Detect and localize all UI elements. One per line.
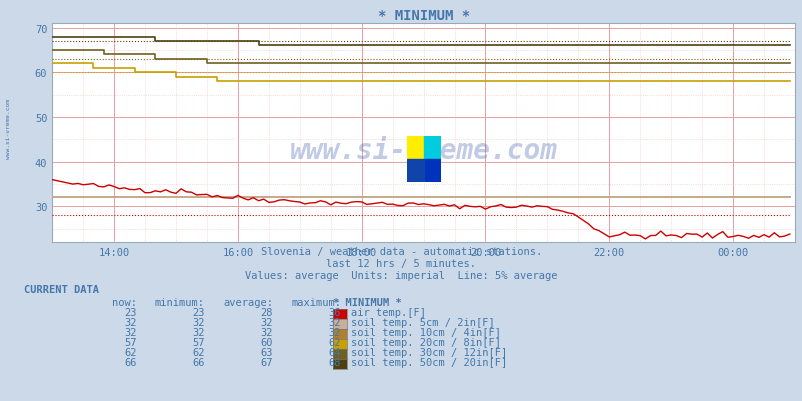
Text: CURRENT DATA: CURRENT DATA	[24, 285, 99, 295]
Text: now:: now:	[111, 297, 136, 307]
Text: 67: 67	[260, 357, 273, 367]
Text: soil temp. 5cm / 2in[F]: soil temp. 5cm / 2in[F]	[350, 317, 494, 327]
Text: 32: 32	[124, 317, 136, 327]
Text: 63: 63	[260, 347, 273, 357]
Text: * MINIMUM *: * MINIMUM *	[333, 297, 402, 307]
Text: 32: 32	[328, 327, 341, 337]
Text: 36: 36	[328, 307, 341, 317]
Bar	[423, 159, 440, 182]
Text: 64: 64	[328, 347, 341, 357]
Bar	[407, 136, 423, 159]
Text: soil temp. 20cm / 8in[F]: soil temp. 20cm / 8in[F]	[350, 337, 500, 347]
Text: 28: 28	[260, 307, 273, 317]
Text: Values: average  Units: imperial  Line: 5% average: Values: average Units: imperial Line: 5%…	[245, 271, 557, 281]
Text: air temp.[F]: air temp.[F]	[350, 307, 425, 317]
Text: Slovenia / weather data - automatic stations.: Slovenia / weather data - automatic stat…	[261, 247, 541, 257]
Text: 32: 32	[192, 317, 205, 327]
Text: maximum:: maximum:	[291, 297, 341, 307]
Text: minimum:: minimum:	[155, 297, 205, 307]
Text: www.si-vreme.com: www.si-vreme.com	[290, 137, 557, 165]
Text: 32: 32	[260, 327, 273, 337]
Text: soil temp. 30cm / 12in[F]: soil temp. 30cm / 12in[F]	[350, 347, 507, 357]
Text: 32: 32	[260, 317, 273, 327]
Text: 57: 57	[124, 337, 136, 347]
Text: 23: 23	[124, 307, 136, 317]
Text: last 12 hrs / 5 minutes.: last 12 hrs / 5 minutes.	[326, 259, 476, 269]
Text: 62: 62	[124, 347, 136, 357]
Text: 32: 32	[124, 327, 136, 337]
Text: 23: 23	[192, 307, 205, 317]
Text: 32: 32	[192, 327, 205, 337]
Text: soil temp. 10cm / 4in[F]: soil temp. 10cm / 4in[F]	[350, 327, 500, 337]
Text: 66: 66	[124, 357, 136, 367]
Text: 60: 60	[260, 337, 273, 347]
Title: * MINIMUM *: * MINIMUM *	[377, 9, 469, 23]
Text: www.si-vreme.com: www.si-vreme.com	[6, 98, 11, 158]
Text: 32: 32	[328, 317, 341, 327]
Text: soil temp. 50cm / 20in[F]: soil temp. 50cm / 20in[F]	[350, 357, 507, 367]
Text: 68: 68	[328, 357, 341, 367]
Text: average:: average:	[223, 297, 273, 307]
Bar	[423, 136, 440, 159]
Text: 66: 66	[192, 357, 205, 367]
Text: 62: 62	[192, 347, 205, 357]
Text: 62: 62	[328, 337, 341, 347]
Text: 57: 57	[192, 337, 205, 347]
Bar	[407, 159, 423, 182]
